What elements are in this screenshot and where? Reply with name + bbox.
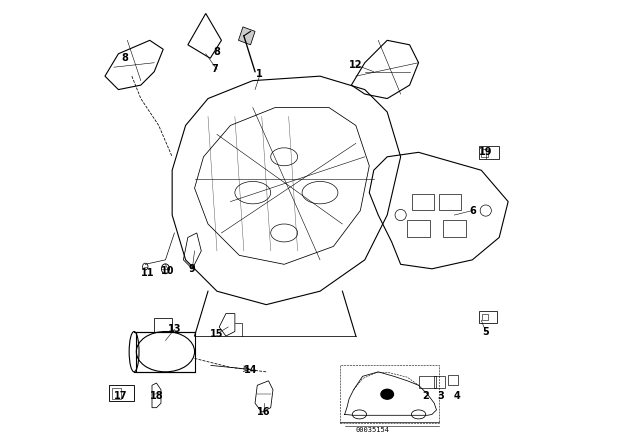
Text: 3: 3 bbox=[438, 392, 444, 401]
Text: 14: 14 bbox=[244, 365, 257, 375]
Text: 6: 6 bbox=[469, 206, 476, 215]
Text: 1: 1 bbox=[256, 69, 263, 79]
Bar bbox=[443, 220, 466, 237]
Bar bbox=[482, 314, 488, 320]
Bar bbox=[479, 311, 497, 323]
Bar bbox=[435, 376, 445, 388]
Polygon shape bbox=[239, 27, 255, 45]
Text: 13: 13 bbox=[168, 324, 181, 334]
Bar bbox=[419, 376, 436, 388]
Ellipse shape bbox=[381, 389, 394, 399]
Text: 16: 16 bbox=[257, 407, 271, 417]
Text: 5: 5 bbox=[483, 327, 489, 336]
Bar bbox=[412, 194, 435, 210]
Text: 00035154: 00035154 bbox=[356, 427, 390, 433]
Bar bbox=[136, 332, 195, 372]
Bar bbox=[448, 375, 458, 385]
Bar bbox=[407, 220, 430, 237]
Text: 8: 8 bbox=[122, 53, 129, 63]
Bar bbox=[481, 149, 488, 157]
Text: 18: 18 bbox=[150, 392, 163, 401]
Text: 17: 17 bbox=[114, 392, 127, 401]
Text: 10: 10 bbox=[161, 266, 175, 276]
Text: 4: 4 bbox=[453, 392, 460, 401]
Bar bbox=[112, 388, 121, 399]
Text: 15: 15 bbox=[210, 329, 224, 339]
Bar bbox=[109, 385, 134, 401]
Text: 12: 12 bbox=[349, 60, 363, 70]
Bar bbox=[479, 146, 499, 159]
Text: 7: 7 bbox=[211, 65, 218, 74]
Bar bbox=[154, 318, 172, 332]
Text: 11: 11 bbox=[141, 268, 154, 278]
Bar bbox=[439, 194, 461, 210]
Text: 9: 9 bbox=[189, 264, 196, 274]
Text: 8: 8 bbox=[214, 47, 220, 56]
Bar bbox=[340, 365, 439, 423]
Text: 19: 19 bbox=[479, 147, 493, 157]
Text: 2: 2 bbox=[422, 392, 429, 401]
